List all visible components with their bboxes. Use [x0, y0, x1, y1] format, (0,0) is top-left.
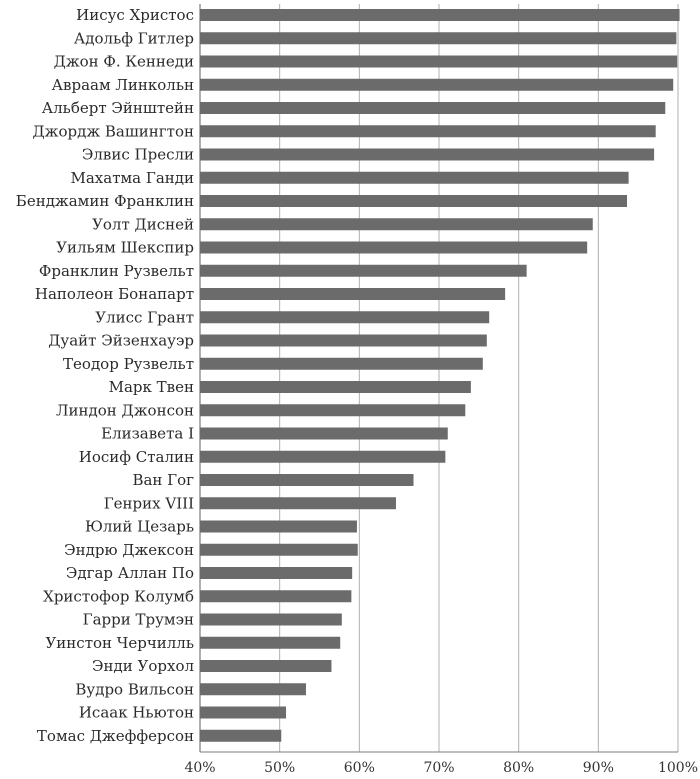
bar	[200, 148, 655, 161]
bar	[200, 9, 680, 21]
bar	[200, 125, 656, 138]
category-label: Иисус Христос	[76, 6, 194, 24]
category-label: Махатма Ганди	[71, 169, 195, 187]
category-label: Юлий Цезарь	[85, 518, 194, 536]
category-label: Джордж Вашингтон	[32, 122, 194, 140]
category-label: Авраам Линкольн	[52, 76, 194, 94]
x-tick-label: 60%	[344, 760, 375, 776]
category-label: Уильям Шекспир	[56, 239, 194, 257]
bar	[200, 404, 466, 417]
category-label: Альберт Эйнштейн	[42, 99, 194, 117]
bar	[200, 520, 357, 533]
category-label: Исаак Ньютон	[79, 704, 194, 722]
bar	[200, 706, 287, 719]
bar	[200, 32, 677, 45]
category-label: Ван Гог	[132, 471, 194, 489]
bar	[200, 357, 483, 370]
category-label: Уинстон Черчилль	[45, 634, 194, 652]
category-label: Джон Ф. Кеннеди	[54, 53, 194, 71]
bar	[200, 567, 353, 579]
bar	[200, 660, 332, 672]
x-tick-label: 80%	[503, 760, 534, 776]
bar	[200, 171, 629, 184]
bars-layer	[200, 9, 680, 742]
bar	[200, 241, 588, 254]
bar	[200, 497, 396, 510]
bar	[200, 218, 593, 231]
x-tick-label: 90%	[583, 760, 614, 776]
bar	[200, 381, 471, 393]
category-label: Христофор Колумб	[43, 587, 194, 605]
category-label: Элвис Пресли	[82, 146, 194, 164]
category-label: Энди Уорхол	[92, 657, 194, 675]
bar	[200, 288, 506, 300]
bar	[200, 729, 282, 742]
x-tick-label: 50%	[264, 760, 295, 776]
category-label: Линдон Джонсон	[56, 401, 194, 419]
x-axis-ticks: 40% 50% 60% 70% 80% 90% 100%	[184, 760, 698, 776]
bar	[200, 613, 342, 626]
category-label: Томас Джефферсон	[37, 727, 194, 745]
category-label: Франклин Рузвельт	[39, 262, 194, 280]
category-label: Гарри Трумэн	[83, 611, 194, 629]
bar	[200, 427, 448, 440]
bar	[200, 78, 674, 91]
category-label: Иосиф Сталин	[79, 448, 194, 466]
category-label: Марк Твен	[109, 378, 194, 396]
bar	[200, 590, 352, 603]
bar	[200, 543, 358, 556]
bar	[200, 102, 666, 114]
category-label: Бенджамин Франклин	[16, 192, 194, 210]
bar	[200, 264, 527, 277]
bar	[200, 636, 341, 649]
category-label: Адольф Гитлер	[74, 29, 194, 47]
category-label: Улисс Грант	[95, 308, 194, 326]
category-label: Уолт Дисней	[92, 215, 194, 233]
x-tick-label: 40%	[184, 760, 215, 776]
category-label: Генрих VIII	[104, 494, 194, 512]
category-label: Теодор Рузвельт	[63, 355, 194, 373]
bar	[200, 474, 414, 486]
category-label: Эндрю Джексон	[64, 541, 194, 559]
category-label: Эдгар Аллан По	[66, 564, 194, 582]
bar	[200, 334, 487, 347]
bar	[200, 55, 678, 68]
bar	[200, 195, 628, 207]
category-label: Наполеон Бонапарт	[35, 285, 194, 303]
x-tick-label: 100%	[658, 760, 698, 776]
category-label: Вудро Вильсон	[75, 680, 194, 698]
bar	[200, 450, 446, 463]
category-label: Дуайт Эйзенхауэр	[48, 332, 194, 350]
bar	[200, 311, 490, 324]
x-tick-label: 70%	[423, 760, 454, 776]
category-labels: Иисус Христос Адольф Гитлер Джон Ф. Кеннед…	[16, 6, 194, 745]
category-label: Елизавета I	[101, 425, 194, 443]
bar	[200, 683, 306, 696]
